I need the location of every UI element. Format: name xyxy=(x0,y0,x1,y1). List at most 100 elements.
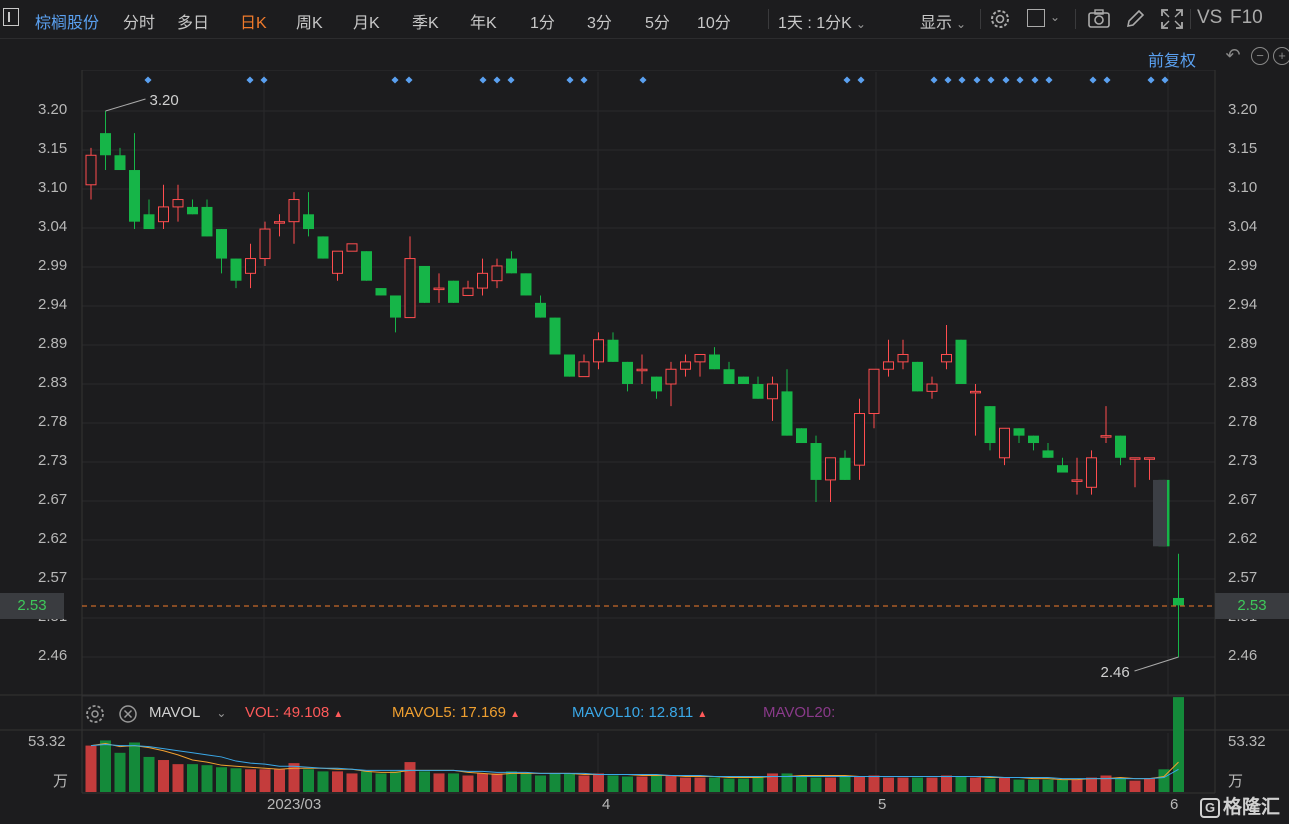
candle-body xyxy=(1013,428,1025,436)
tab-period-8[interactable]: 3分 xyxy=(587,15,612,32)
up-arrow-icon: ▲ xyxy=(333,709,344,720)
tab-period-7[interactable]: 1分 xyxy=(530,15,555,32)
volume-bar xyxy=(767,773,778,792)
candle-body xyxy=(1115,435,1126,458)
pencil-icon[interactable] xyxy=(1124,8,1146,30)
divider xyxy=(1075,9,1076,29)
candle-body xyxy=(738,376,749,384)
candle-body xyxy=(651,376,662,392)
current-price-tag-left: 2.53 xyxy=(0,593,64,619)
event-marker-icon xyxy=(857,76,865,84)
volume-bar xyxy=(622,776,633,792)
adjust-mode-label[interactable]: 前复权 xyxy=(1148,53,1197,70)
current-price-tag-right: 2.53 xyxy=(1215,593,1289,619)
candle-body xyxy=(970,390,981,394)
divider xyxy=(980,9,981,29)
kline-chart[interactable]: 3.20 2.46 xyxy=(0,70,1289,824)
volume-bar xyxy=(810,777,822,792)
event-marker-icon xyxy=(566,76,574,84)
price-tick-right: 2.62 xyxy=(1228,530,1258,547)
volume-bar xyxy=(477,773,488,792)
close-icon[interactable] xyxy=(117,703,139,725)
sidebar-toggle-icon[interactable] xyxy=(3,8,19,26)
display-menu[interactable]: 显示 ⌄ xyxy=(920,9,966,33)
layout-square-icon[interactable] xyxy=(1027,9,1045,27)
volume-bar xyxy=(1071,779,1083,792)
candle-body xyxy=(245,258,256,274)
event-marker-icon xyxy=(405,76,413,84)
candle-body xyxy=(578,361,590,378)
candle-body xyxy=(375,288,387,296)
price-tick-left: 3.04 xyxy=(38,218,68,235)
candle-body xyxy=(680,361,691,370)
settings-gear-icon[interactable] xyxy=(988,8,1012,30)
volume-bar xyxy=(361,771,372,792)
camera-icon[interactable] xyxy=(1087,8,1111,30)
candle-body xyxy=(216,229,227,259)
fullscreen-icon[interactable] xyxy=(1160,8,1184,30)
event-marker-icon xyxy=(1016,76,1024,84)
event-marker-icon xyxy=(493,76,501,84)
volume-bar xyxy=(694,777,706,792)
x-label-june: 6 xyxy=(1170,796,1179,813)
mavol5-legend: MAVOL5: 17.169 ▲ xyxy=(392,704,520,721)
tab-period-6[interactable]: 年K xyxy=(470,15,497,32)
event-marker-icon xyxy=(930,76,938,84)
volume-bar xyxy=(868,775,880,792)
candle-body xyxy=(665,368,677,385)
volume-bar xyxy=(781,773,793,792)
tab-period-9[interactable]: 5分 xyxy=(645,15,670,32)
price-tick-right: 2.57 xyxy=(1228,569,1258,586)
volume-bar xyxy=(825,777,836,792)
vol-legend: VOL: 49.108 ▲ xyxy=(245,704,343,721)
price-tick-left: 2.99 xyxy=(38,257,68,274)
zoom-in-icon[interactable]: + xyxy=(1273,47,1289,65)
volume-unit-right: 万 xyxy=(1228,773,1244,790)
range-select[interactable]: 1天 : 1分K ⌄ xyxy=(778,9,866,33)
event-marker-icon xyxy=(1103,76,1111,84)
candle-body xyxy=(941,353,952,363)
volume-bar xyxy=(100,740,111,792)
undo-icon[interactable]: ↶ xyxy=(1225,45,1241,65)
candle-body xyxy=(1086,457,1097,488)
volume-bar xyxy=(941,775,952,792)
event-marker-icon xyxy=(507,76,515,84)
candle-body xyxy=(767,383,778,400)
tab-period-5[interactable]: 季K xyxy=(412,15,439,32)
volume-bar xyxy=(187,764,198,792)
chevron-down-icon[interactable]: ⌄ xyxy=(1050,10,1061,24)
tab-period-3[interactable]: 周K xyxy=(296,15,323,32)
event-marker-icon xyxy=(144,76,152,84)
f10-button[interactable]: F10 xyxy=(1230,7,1263,28)
volume-bar xyxy=(448,773,459,792)
tab-period-0[interactable]: 分时 xyxy=(123,15,156,32)
volume-bar xyxy=(723,778,735,792)
low-leader-line xyxy=(1134,656,1179,672)
volume-bar xyxy=(984,778,996,792)
mavol5-value: 17.169 xyxy=(460,704,506,721)
zoom-out-icon[interactable]: − xyxy=(1251,47,1269,65)
volume-bar xyxy=(1115,777,1126,792)
candle-body xyxy=(201,206,213,237)
candle-body xyxy=(839,457,851,480)
x-label-april: 4 xyxy=(602,796,611,813)
volume-bar xyxy=(259,769,271,792)
chevron-down-icon: ⌄ xyxy=(956,17,967,31)
tab-period-1[interactable]: 多日 xyxy=(177,15,210,32)
candle-body xyxy=(361,251,372,281)
vs-button[interactable]: VS xyxy=(1197,7,1223,28)
tab-period-2[interactable]: 日K xyxy=(240,15,267,32)
volume-bar xyxy=(245,769,256,792)
volume-bar xyxy=(709,777,720,792)
candle-body xyxy=(259,228,271,260)
candle-body xyxy=(694,353,706,363)
candle-body xyxy=(491,265,503,282)
indicator-settings-icon[interactable] xyxy=(84,703,106,725)
indicator-name[interactable]: MAVOL ⌄ xyxy=(149,704,226,721)
price-tick-right: 3.04 xyxy=(1228,218,1258,235)
tab-period-10[interactable]: 10分 xyxy=(697,15,731,32)
high-annotation: 3.20 xyxy=(150,92,179,109)
x-label-may: 5 xyxy=(878,796,887,813)
tab-period-4[interactable]: 月K xyxy=(353,15,380,32)
stock-name[interactable]: 棕榈股份 xyxy=(35,15,100,32)
